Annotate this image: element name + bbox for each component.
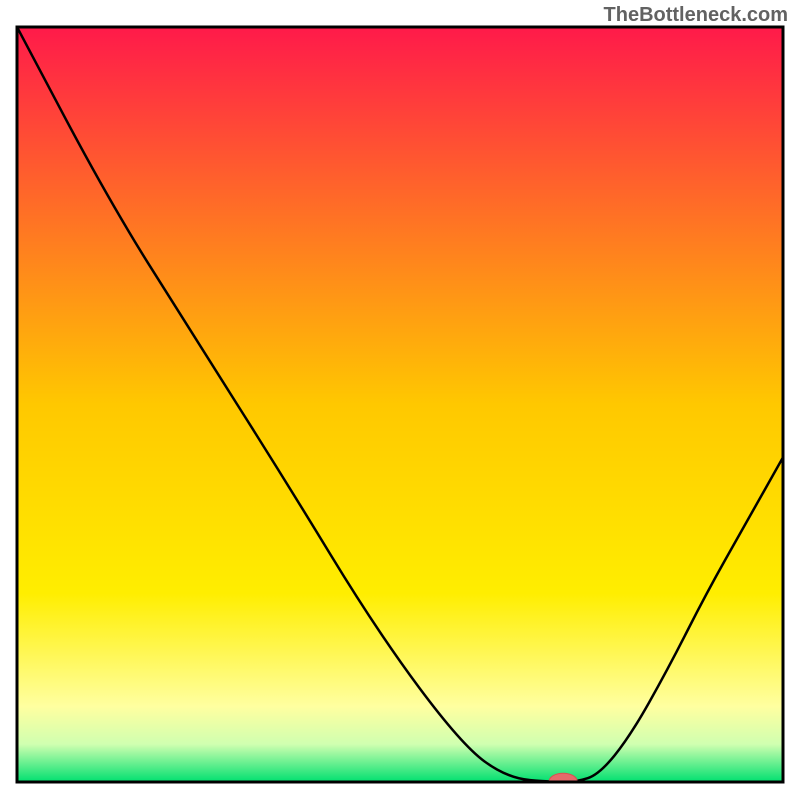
chart-container: TheBottleneck.com	[0, 0, 800, 800]
bottleneck-curve-chart	[0, 0, 800, 800]
watermark-text: TheBottleneck.com	[604, 4, 788, 27]
